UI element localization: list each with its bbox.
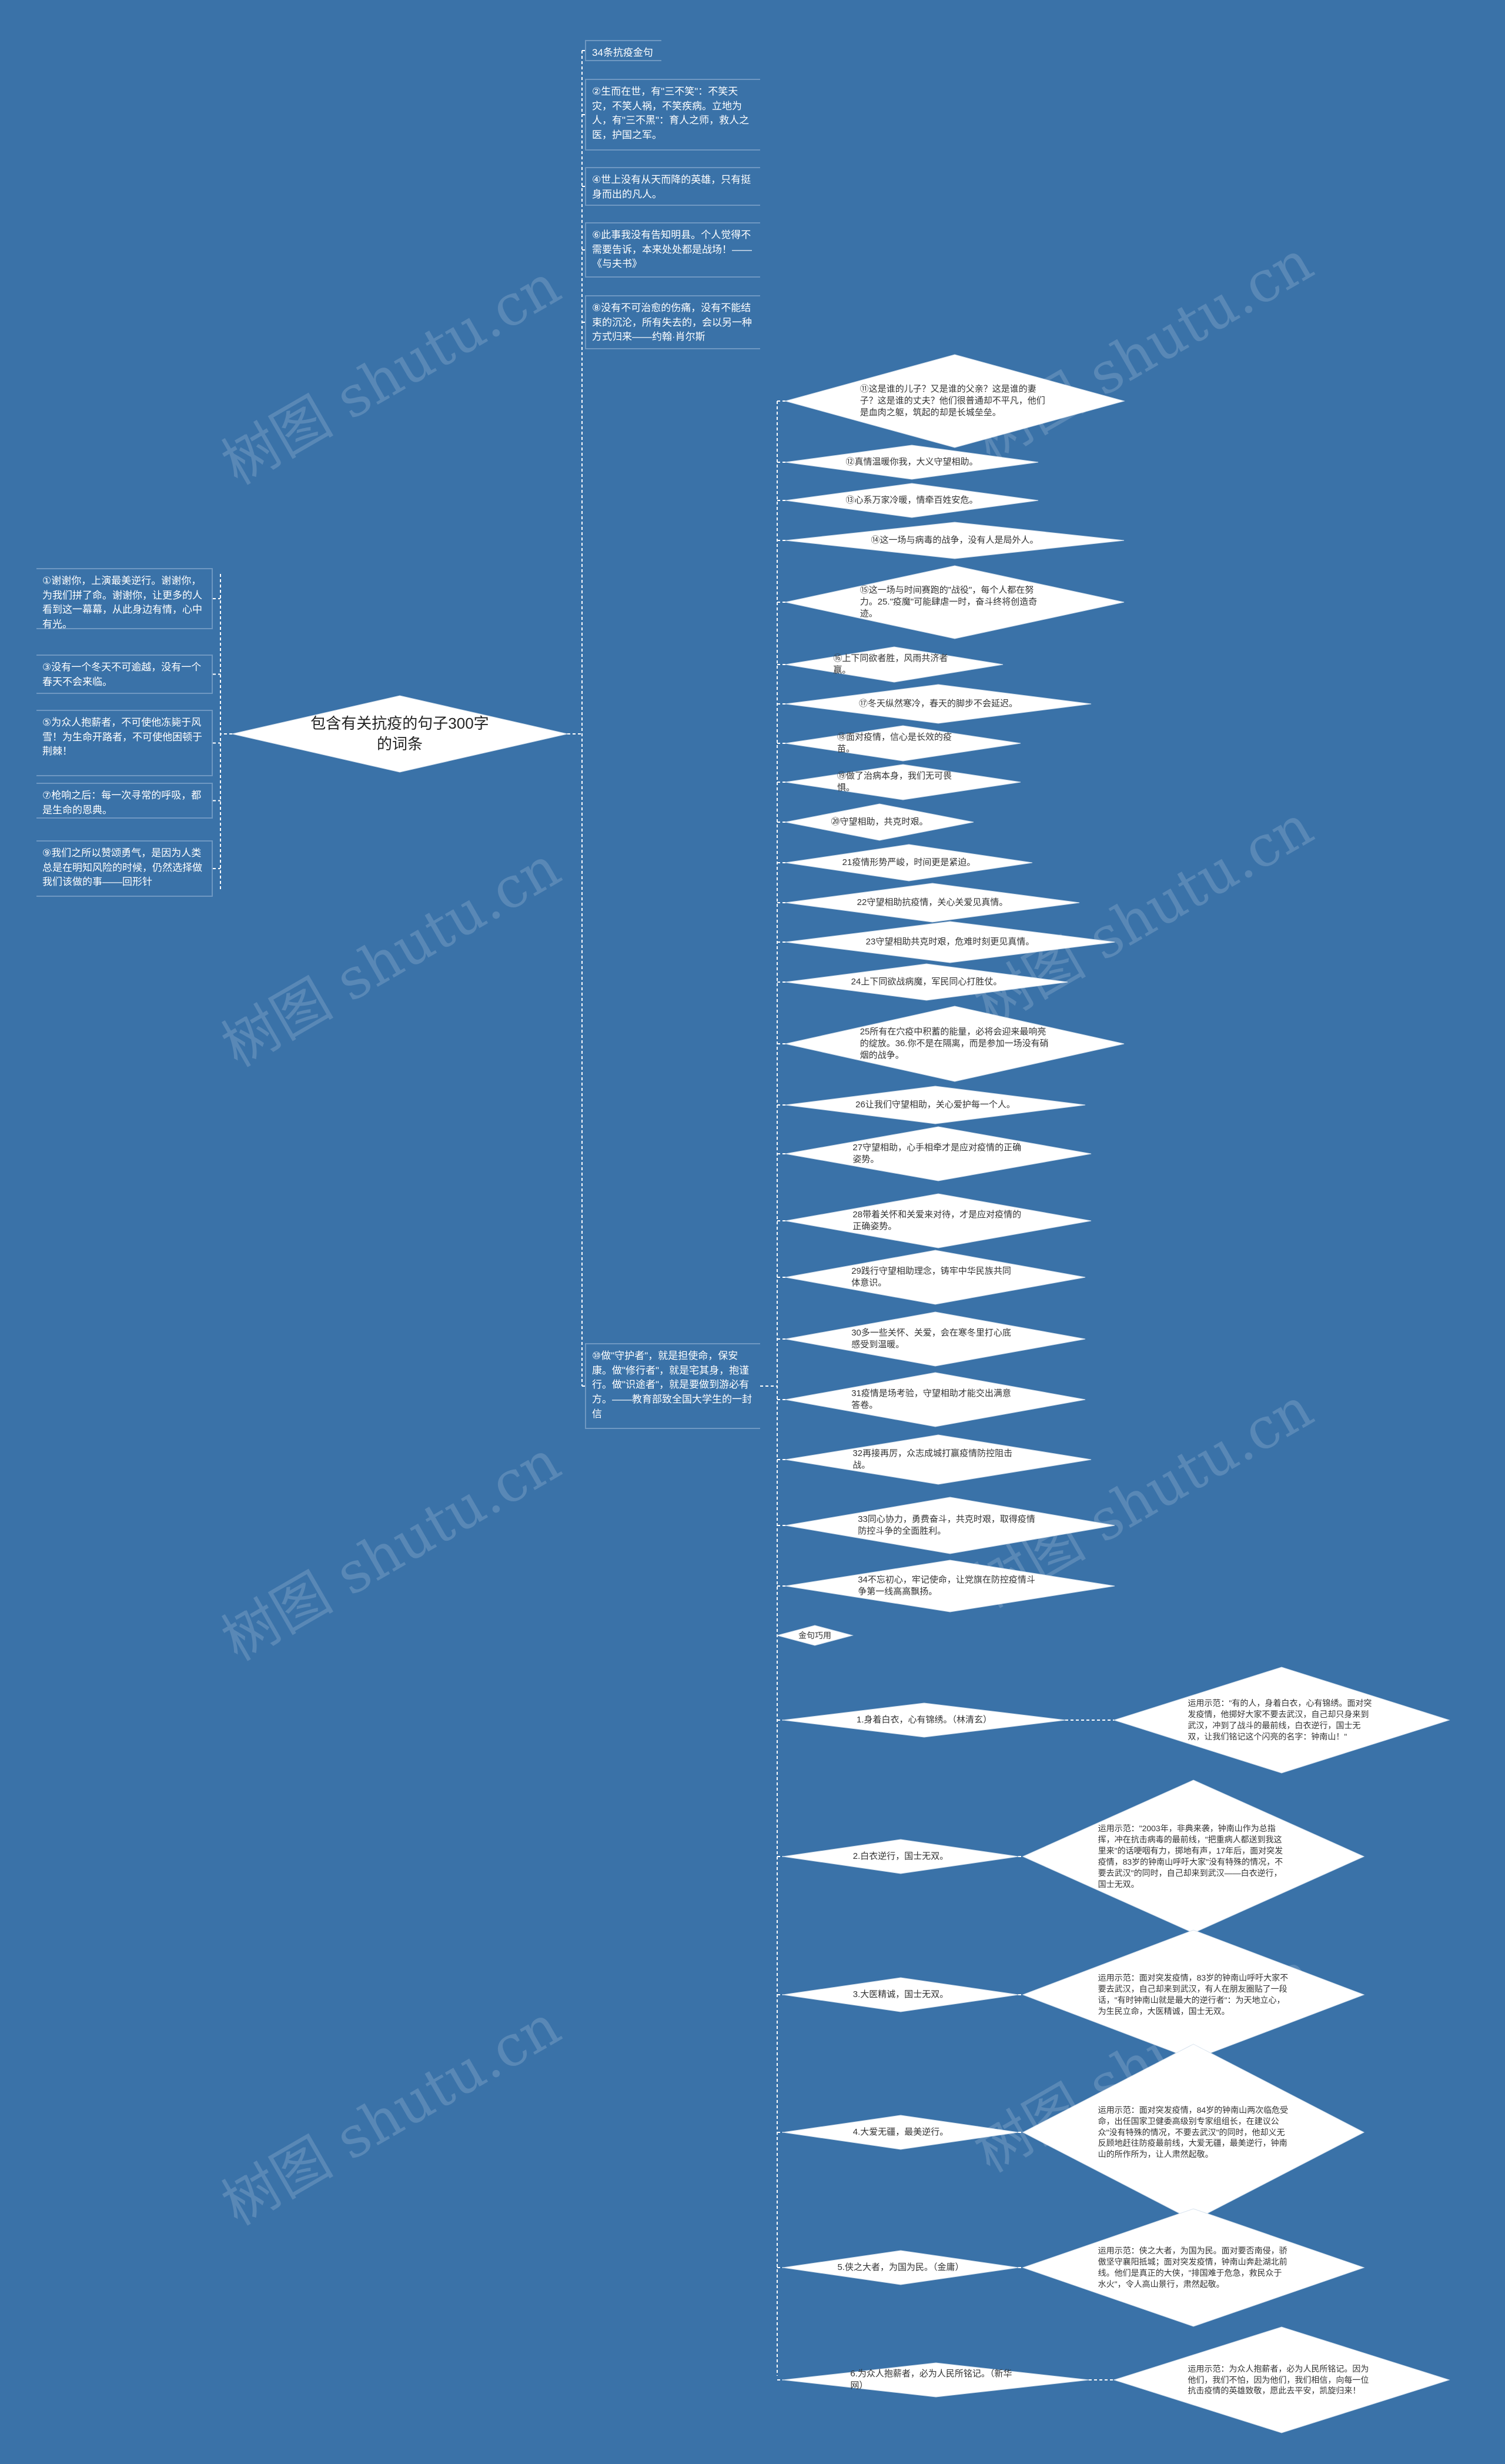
right-quote-4[interactable]: ⑥此事我没有告知明县。个人觉得不需要告诉，本来处处都是战场！——《与夫书》 [585, 222, 760, 278]
sub-quote-13[interactable]: ⑬心系万家冷暖，情牵百姓安危。 [845, 495, 978, 505]
sub-quote-12[interactable]: ⑫真情温暖你我，大义守望相助。 [845, 456, 978, 467]
root-node[interactable]: 包含有关抗疫的句子300字的词条 [310, 714, 489, 753]
sub-quote-11[interactable]: ⑪这是谁的儿子？又是谁的父亲？这是谁的妻子？这是谁的丈夫？他们很普通却不平凡，他… [859, 383, 1045, 418]
sub-quote-18-shape [785, 725, 1021, 762]
sub-quote-14-shape [785, 522, 1125, 559]
right-quote-5[interactable]: ⑧没有不可治愈的伤痛，没有不能结束的沉沦，所有失去的，会以另一种方式归来——约翰… [585, 295, 760, 349]
left-quote-3[interactable]: ⑤为众人抱薪者，不可使他冻毙于风雪！为生命开路者，不可使他困顿于荆棘！ [36, 710, 213, 776]
sub-quote-15[interactable]: ⑮这一场与时间赛跑的"战役"，每个人都在努力。25."疫魔"可能肆虐一时，奋斗终… [859, 585, 1038, 619]
right-quote-6[interactable]: ⑩做"守护者"，就是担使命，保安康。做"修行者"，就是宅其身，抱谨行。做"识途者… [585, 1343, 760, 1429]
sub-quote-27[interactable]: 27守望相助，心手相牵才是应对疫情的正确姿势。 [852, 1142, 1022, 1164]
sub-quote-24-shape [785, 963, 1068, 1001]
sub-quote-16[interactable]: ⑯上下同欲者胜，风雨共济者赢。 [833, 653, 948, 675]
left-quote-5[interactable]: ⑨我们之所以赞颂勇气，是因为人类总是在明知风险的时候，仍然选择做我们该做的事——… [36, 840, 213, 897]
connector-lines [213, 50, 1114, 2380]
sub-quote-30-shape [785, 1311, 1086, 1367]
usage-phrase-5[interactable]: 5.侠之大者，为国为民。（金庸） [837, 2262, 964, 2272]
sub-quote-19-shape [785, 764, 1021, 800]
usage-example-1-shape [1113, 1667, 1450, 1774]
sub-quote-15-shape [785, 565, 1125, 639]
usage-example-1[interactable]: 运用示范："有的人，身着白衣，心有锦绣。面对突发疫情，他掷好大家不要去武汉，自己… [1188, 1698, 1372, 1741]
usage-example-6[interactable]: 运用示范：为众人抱薪者，必为人民所铭记。因为他们，我们不怕，因为他们，我们相信，… [1188, 2363, 1369, 2396]
sub-quote-11-shape [784, 354, 1125, 448]
sub-quote-31[interactable]: 31疫情是场考验，守望相助才能交出满意答卷。 [851, 1388, 1011, 1410]
sub-quote-23[interactable]: 23守望相助共克时艰，危难时刻更见真情。 [865, 936, 1035, 947]
usage-example-5-shape [1022, 2208, 1365, 2327]
usage-title-node-shape [776, 1625, 854, 1646]
sub-quote-28-shape [785, 1193, 1092, 1248]
sub-quote-19[interactable]: ⑲做了治病本身，我们无可畏惧。 [837, 770, 952, 793]
sub-quote-29-shape [785, 1250, 1086, 1305]
sub-quote-21-shape [785, 844, 1033, 882]
root-node-shape [232, 695, 568, 773]
sub-quote-22-shape [785, 883, 1080, 923]
left-quote-2[interactable]: ③没有一个冬天不可逾越，没有一个春天不会来临。 [36, 655, 213, 694]
usage-example-5[interactable]: 运用示范：侠之大者，为国为民。面对要否南侵，骄傲坚守襄阳抵城；面对突发疫情，钟南… [1098, 2246, 1287, 2289]
sub-quote-32-shape [785, 1434, 1092, 1485]
usage-example-6-shape [1113, 2326, 1450, 2433]
sub-quote-17-shape [785, 684, 1092, 724]
sub-quote-26[interactable]: 26让我们守望相助，关心爱护每一个人。 [855, 1099, 1015, 1110]
sub-quote-25-shape [785, 1006, 1125, 1082]
sub-quote-28[interactable]: 28带着关怀和关爱来对待，才是应对疫情的正确姿势。 [852, 1209, 1022, 1231]
sub-quote-23-shape [785, 921, 1115, 963]
usage-example-4-shape [1022, 2044, 1365, 2221]
diamond-nodes [232, 354, 1450, 2433]
sub-quote-14[interactable]: ⑭这一场与病毒的战争，没有人是局外人。 [871, 535, 1039, 545]
sub-quote-16-shape [785, 646, 1004, 683]
usage-phrase-1-shape [782, 1702, 1066, 1738]
usage-phrase-2-shape [782, 1839, 1019, 1874]
sub-quote-33[interactable]: 33同心协力，勇费奋斗，共克时艰，取得疫情防控斗争的全面胜利。 [858, 1514, 1035, 1536]
usage-title-node[interactable]: 金句巧用 [798, 1630, 831, 1640]
sub-quote-20[interactable]: ⑳守望相助，共克时艰。 [831, 816, 928, 827]
sub-quote-18[interactable]: ⑱面对疫情，信心是长效的疫苗。 [837, 732, 952, 754]
usage-phrase-3[interactable]: 3.大医精诚，国士无双。 [852, 1989, 949, 1999]
sub-quote-29[interactable]: 29践行守望相助理念，铸牢中华民族共同体意识。 [851, 1266, 1011, 1288]
sub-quote-24[interactable]: 24上下同欲战病魔，军民同心打胜仗。 [851, 976, 1002, 987]
sub-quote-22[interactable]: 22守望相助抗疫情，关心关爱见真情。 [857, 897, 1008, 907]
sub-quote-17[interactable]: ⑰冬天纵然寒冷，春天的脚步不会延迟。 [858, 698, 1018, 709]
sub-quote-20-shape [785, 803, 974, 841]
sub-quote-25[interactable]: 25所有在穴疫中积蓄的能量，必将会迎来最响亮的绽放。36.你不是在隔离，而是参加… [859, 1026, 1049, 1061]
right-quote-1[interactable]: 34条抗疫金句 [585, 40, 661, 61]
right-quote-3[interactable]: ④世上没有从天而降的英雄，只有挺身而出的凡人。 [585, 167, 760, 206]
sub-quote-32[interactable]: 32再接再厉，众志成城打赢疫情防控阻击战。 [852, 1448, 1013, 1470]
usage-example-3[interactable]: 运用示范：面对突发疫情，83岁的钟南山呼吁大家不要去武汉，自己却来到武汉，有人在… [1098, 1973, 1289, 2016]
left-quote-1[interactable]: ①谢谢你，上演最美逆行。谢谢你，为我们拼了命。谢谢你，让更多的人看到这一幕幕，从… [36, 568, 213, 630]
usage-phrase-4[interactable]: 4.大爱无疆，最美逆行。 [852, 2126, 949, 2137]
sub-quote-30[interactable]: 30多一些关怀、关爱，会在寒冬里打心底感受到温暖。 [851, 1327, 1011, 1350]
sub-quote-33-shape [785, 1497, 1115, 1554]
sub-quote-12-shape [785, 445, 1039, 480]
usage-example-2-shape [1022, 1779, 1365, 1934]
sub-quote-26-shape [785, 1086, 1086, 1124]
sub-quote-34[interactable]: 34不忘初心，牢记使命，让党旗在防控疫情斗争第一线高高飘扬。 [858, 1574, 1035, 1597]
usage-phrase-3-shape [782, 1977, 1019, 2012]
usage-phrase-5-shape [782, 2250, 1019, 2285]
usage-example-4[interactable]: 运用示范：面对突发疫情，84岁的钟南山两次临危受命，出任国家卫健委高级别专家组组… [1098, 2105, 1289, 2159]
usage-phrase-6[interactable]: 6.为众人抱薪者，必为人民所铭记。（新华网） [850, 2368, 1012, 2390]
usage-example-2[interactable]: 运用示范："2003年，非典来袭，钟南山作为总指挥，冲在抗击病毒的最前线，"把重… [1098, 1824, 1283, 1889]
usage-phrase-2[interactable]: 2.白衣逆行，国士无双。 [852, 1851, 949, 1861]
left-quote-4[interactable]: ⑦枪响之后：每一次寻常的呼吸，都是生命的恩典。 [36, 783, 213, 819]
usage-phrase-1[interactable]: 1.身着白衣，心有锦绣。（林清玄） [856, 1714, 992, 1725]
sub-quote-13-shape [785, 483, 1039, 518]
usage-phrase-6-shape [782, 2362, 1089, 2398]
sub-quote-21[interactable]: 21疫情形势严峻，时间更是紧迫。 [842, 857, 976, 867]
sub-quote-27-shape [785, 1126, 1092, 1181]
usage-example-3-shape [1022, 1929, 1365, 2060]
usage-phrase-4-shape [782, 2115, 1019, 2150]
sub-quote-34-shape [785, 1560, 1115, 1612]
sub-quote-31-shape [785, 1372, 1086, 1427]
right-quote-2[interactable]: ②生而在世，有"三不笑"：不笑天灾，不笑人祸，不笑疾病。立地为人，有"三不黑"：… [585, 79, 760, 151]
